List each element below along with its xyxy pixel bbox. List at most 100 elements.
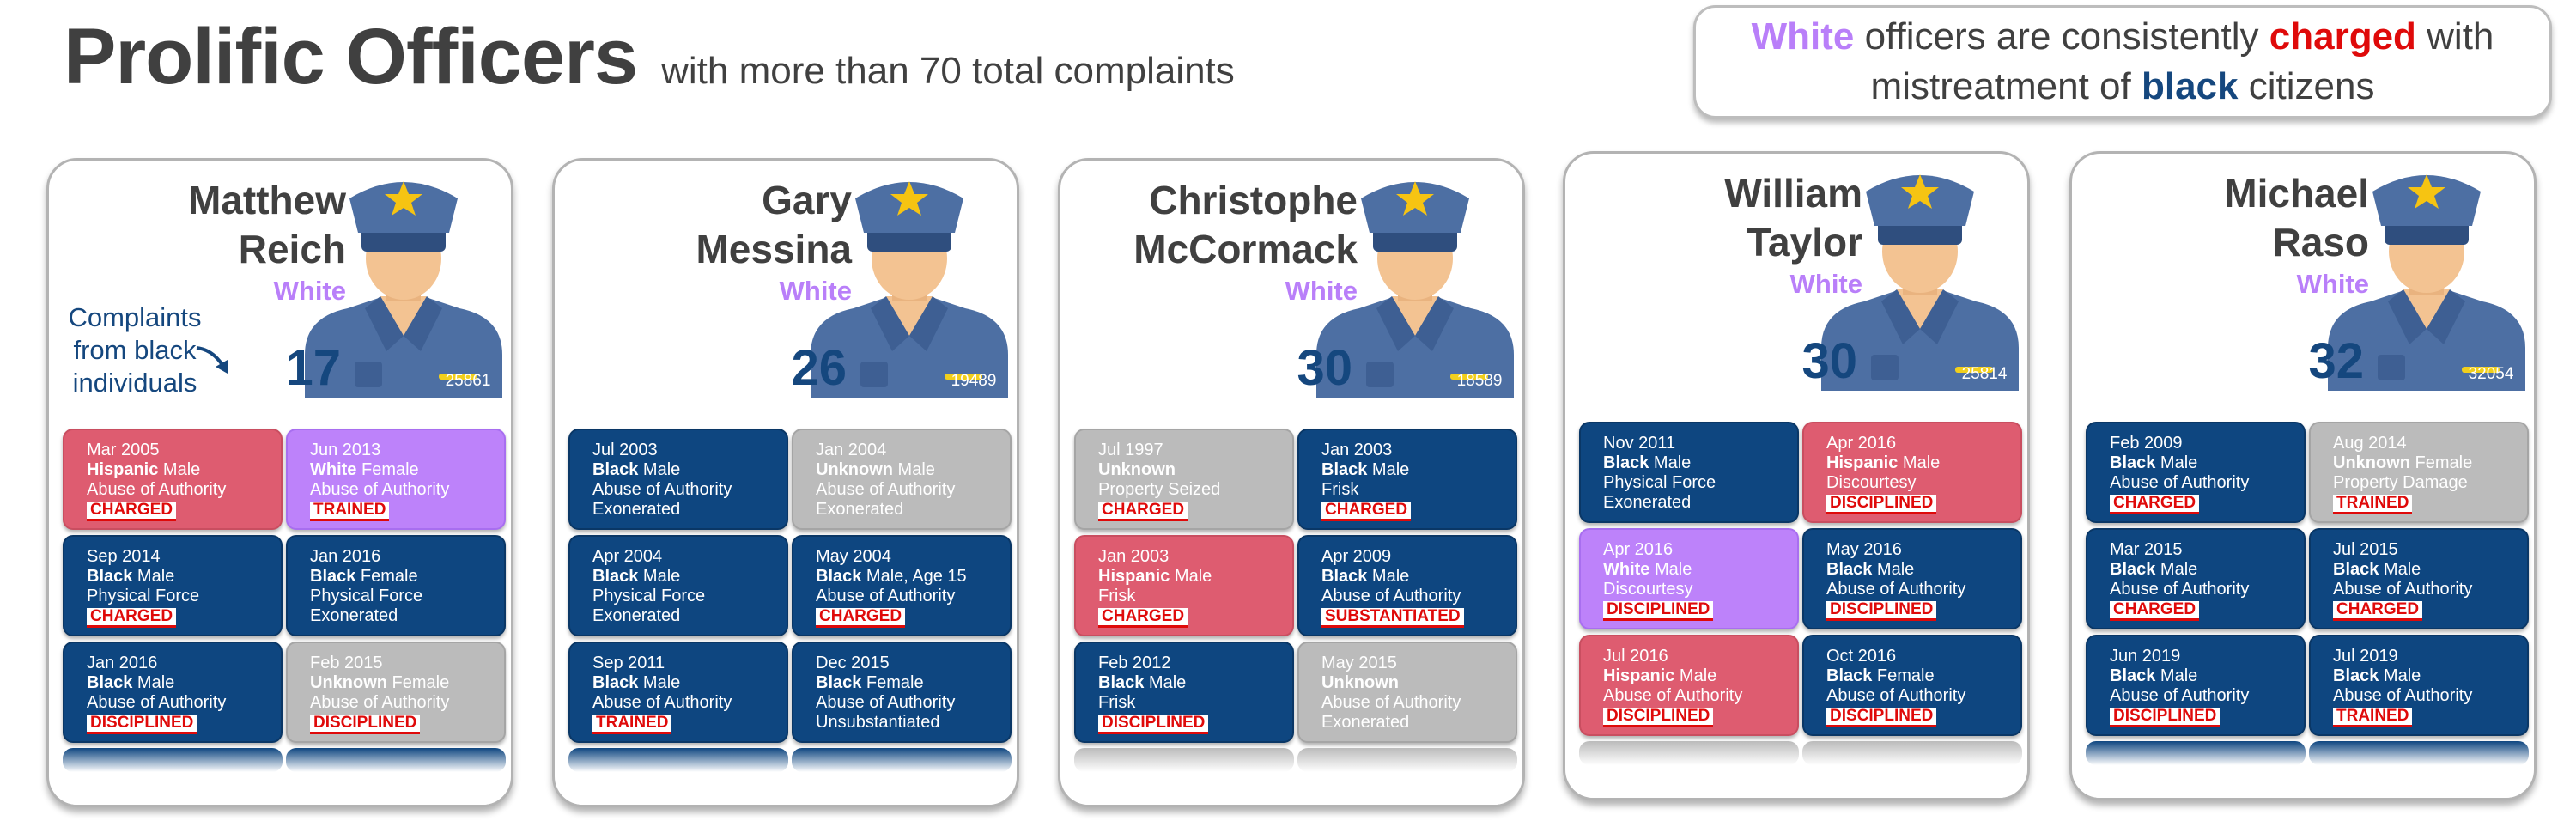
- complainant: Black Female: [310, 567, 504, 587]
- complainant-race: Unknown: [1098, 460, 1176, 479]
- complaint-date: Apr 2009: [1321, 547, 1392, 566]
- complainant-desc: Male: [2379, 666, 2421, 685]
- complaint-date: Jan 2016: [310, 547, 381, 566]
- complainant-race: Black: [2333, 560, 2379, 579]
- complainant-race: Unknown: [310, 673, 387, 692]
- complainant-desc: Male: [638, 460, 681, 479]
- allegation: Abuse of Authority: [816, 693, 956, 712]
- allegation: Abuse of Authority: [2110, 580, 2250, 599]
- complainant-desc: Male: [2155, 560, 2198, 579]
- count-annotation: Complaints from black individuals: [58, 301, 212, 399]
- complainant-race: Black: [592, 673, 639, 692]
- key-finding-callout: White officers are consistently charged …: [1693, 5, 2552, 119]
- complainant: Hispanic Male: [1826, 453, 2020, 473]
- complainant-desc: Male: [2379, 560, 2421, 579]
- callout-text-2: with: [2415, 15, 2494, 58]
- complainant-race: Black: [1321, 567, 1368, 586]
- complaint-tile: Feb 2012 Black Male Frisk DISCIPLINED: [1074, 642, 1294, 743]
- complainant: Black Male: [2333, 666, 2527, 686]
- complainant-desc: Male: [132, 673, 175, 692]
- page-subtitle: with more than 70 total complaints: [661, 50, 1235, 92]
- allegation: Physical Force: [310, 587, 423, 605]
- complaint-date: Aug 2014: [2333, 434, 2407, 453]
- more-complaints-tile: [1297, 748, 1517, 772]
- complainant: Black Male: [1826, 560, 2020, 580]
- complainant-desc: Female: [861, 673, 924, 692]
- outcome-line: CHARGED: [2110, 493, 2304, 514]
- complainant: Black Male: [1098, 673, 1292, 693]
- outcome-line: DISCIPLINED: [1603, 599, 1797, 621]
- outcome-line: TRAINED: [2333, 493, 2527, 514]
- complainant-desc: Male: [1144, 673, 1187, 692]
- complainant: Black Male: [592, 673, 787, 693]
- complaint-tile: May 2015 Unknown Abuse of Authority Exonera…: [1297, 642, 1517, 743]
- complaint-tile: Oct 2016 Black Female Abuse of Authority DI…: [1802, 635, 2022, 736]
- complaint-tile: Jan 2003 Hispanic Male Frisk CHARGED: [1074, 535, 1294, 636]
- outcome-line: TRAINED: [592, 713, 787, 734]
- complainant-desc: Female: [2410, 453, 2473, 472]
- complainant-race: Hispanic: [1603, 666, 1675, 685]
- police-officer-icon: [2328, 174, 2525, 391]
- allegation: Abuse of Authority: [1826, 580, 1966, 599]
- complainant-race: Black: [2110, 453, 2156, 472]
- outcome-stamp: DISCIPLINED: [310, 715, 421, 734]
- black-complaint-count: 32: [2308, 333, 2364, 389]
- complainant-race: Black: [592, 567, 639, 586]
- complainant-race: Black: [2110, 666, 2156, 685]
- complaint-tile: May 2004 Black Male, Age 15 Abuse of Autho…: [792, 535, 1012, 636]
- complainant: Unknown: [1321, 673, 1516, 693]
- complainant-desc: Male: [1872, 560, 1915, 579]
- complainant: Black Male: [2110, 560, 2304, 580]
- police-officer-icon: [1821, 174, 2019, 391]
- outcome-text: Exonerated: [1603, 493, 1692, 512]
- officer-name-line-1: Christophe: [1149, 178, 1358, 222]
- outcome-text: Exonerated: [592, 500, 681, 519]
- officer-race: White: [779, 276, 852, 306]
- complaint-tile: Jan 2004 Unknown Male Abuse of Authority Ex…: [792, 429, 1012, 530]
- more-complaints-tile: [792, 748, 1012, 772]
- complaint-date: Jun 2013: [310, 441, 381, 459]
- complainant-desc: Female: [1872, 666, 1935, 685]
- complainant-race: Hispanic: [87, 460, 159, 479]
- complaint-date: Jul 2003: [592, 441, 658, 459]
- officer-card: Christophe McCormack White 18589 30 Jul 1997 U…: [1058, 158, 1525, 807]
- outcome-stamp: CHARGED: [1098, 608, 1188, 628]
- complainant-desc: Female: [355, 567, 418, 586]
- outcome-line: Exonerated: [310, 606, 504, 626]
- complaint-tile: Jun 2013 White Female Abuse of Authority TR…: [286, 429, 506, 530]
- complainant-race: White: [1603, 560, 1650, 579]
- complainant-race: Hispanic: [1826, 453, 1899, 472]
- outcome-line: CHARGED: [87, 606, 281, 628]
- officer-name-line-2: Messina: [696, 227, 852, 271]
- complainant-desc: Male: [1367, 460, 1410, 479]
- callout-text-1: officers are consistently: [1854, 15, 2269, 58]
- complainant-race: Black: [87, 673, 133, 692]
- complaint-tile: Jul 2019 Black Male Abuse of Authority TRAI…: [2309, 635, 2529, 736]
- complainant-race: Black: [816, 673, 862, 692]
- complainant: Hispanic Male: [87, 460, 281, 480]
- complainant-desc: Male: [2155, 453, 2198, 472]
- complainant: Black Male: [2333, 560, 2527, 580]
- complainant-race: Black: [1098, 673, 1145, 692]
- complainant: Hispanic Male: [1603, 666, 1797, 686]
- outcome-stamp: TRAINED: [2333, 495, 2413, 514]
- more-complaints-tile: [286, 748, 506, 772]
- fade-overlay: [49, 770, 511, 805]
- complainant-desc: Male: [2155, 666, 2198, 685]
- allegation: Abuse of Authority: [592, 693, 732, 712]
- allegation: Frisk: [1098, 587, 1136, 605]
- allegation: Abuse of Authority: [2333, 580, 2473, 599]
- allegation: Abuse of Authority: [1321, 587, 1461, 605]
- complainant-desc: Male: [1674, 666, 1717, 685]
- complaint-tile: May 2016 Black Male Abuse of Authority DISC…: [1802, 528, 2022, 629]
- complaint-tile: Jan 2016 Black Female Physical Force Exoner…: [286, 535, 506, 636]
- outcome-stamp: TRAINED: [592, 715, 672, 734]
- outcome-stamp: CHARGED: [2333, 601, 2423, 621]
- outcome-stamp: SUBSTANTIATED: [1321, 608, 1464, 628]
- complainant: Black Male: [1603, 453, 1797, 473]
- allegation: Abuse of Authority: [816, 480, 956, 499]
- allegation: Physical Force: [592, 587, 706, 605]
- complainant-race: Black: [592, 460, 639, 479]
- complaint-tile: Jul 2015 Black Male Abuse of Authority CHAR…: [2309, 528, 2529, 629]
- annotation-line-2: from black: [73, 335, 197, 365]
